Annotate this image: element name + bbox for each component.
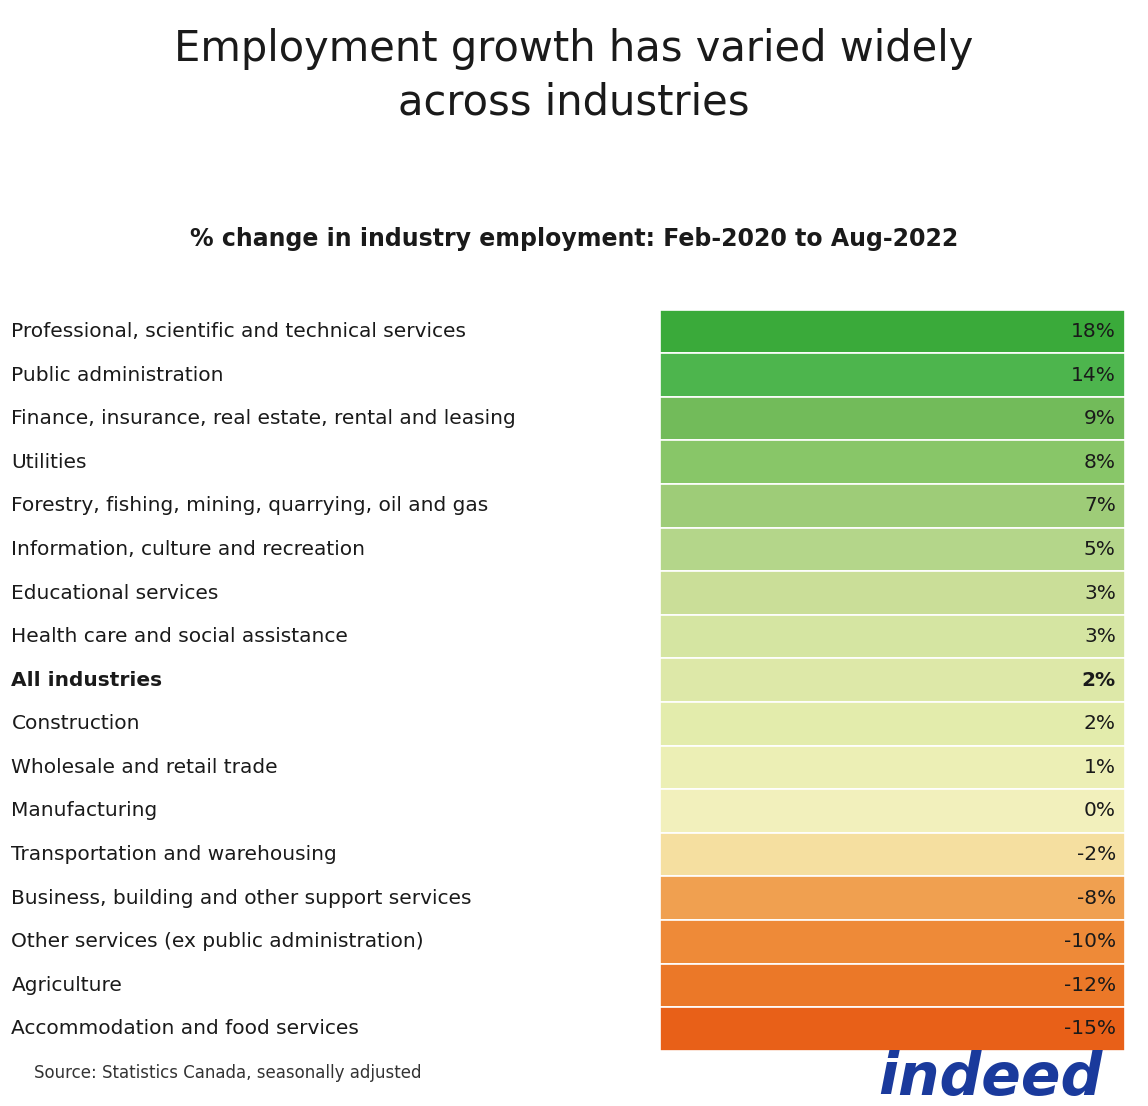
Bar [660, 353, 1125, 397]
Bar [660, 310, 1125, 353]
Bar [660, 658, 1125, 702]
Text: Professional, scientific and technical services: Professional, scientific and technical s… [11, 322, 466, 341]
Text: 3%: 3% [1084, 584, 1116, 603]
Text: Educational services: Educational services [11, 584, 219, 603]
Text: -2%: -2% [1077, 845, 1116, 864]
Text: Construction: Construction [11, 714, 140, 733]
Text: Information, culture and recreation: Information, culture and recreation [11, 540, 365, 559]
Text: Agriculture: Agriculture [11, 975, 123, 994]
Text: 7%: 7% [1084, 497, 1116, 515]
Text: Wholesale and retail trade: Wholesale and retail trade [11, 758, 278, 776]
Text: % change in industry employment: Feb-2020 to Aug-2022: % change in industry employment: Feb-202… [189, 227, 959, 251]
Text: 9%: 9% [1084, 409, 1116, 428]
Text: 1%: 1% [1084, 758, 1116, 776]
Text: 18%: 18% [1071, 322, 1116, 341]
Text: Manufacturing: Manufacturing [11, 802, 157, 821]
Bar [660, 920, 1125, 963]
Text: Finance, insurance, real estate, rental and leasing: Finance, insurance, real estate, rental … [11, 409, 517, 428]
Text: 5%: 5% [1084, 540, 1116, 559]
Bar [660, 528, 1125, 571]
Bar [660, 571, 1125, 615]
Text: -12%: -12% [1064, 975, 1116, 994]
Text: Business, building and other support services: Business, building and other support ser… [11, 888, 472, 908]
Text: 14%: 14% [1071, 366, 1116, 385]
Bar [660, 397, 1125, 440]
Text: -10%: -10% [1064, 932, 1116, 951]
Text: Other services (ex public administration): Other services (ex public administration… [11, 932, 424, 951]
Bar [660, 745, 1125, 790]
Text: All industries: All industries [11, 670, 163, 690]
Text: Health care and social assistance: Health care and social assistance [11, 627, 348, 646]
Text: indeed: indeed [878, 1050, 1102, 1106]
Text: Transportation and warehousing: Transportation and warehousing [11, 845, 338, 864]
Text: 3%: 3% [1084, 627, 1116, 646]
Text: -15%: -15% [1064, 1020, 1116, 1039]
Bar [660, 615, 1125, 658]
Text: 8%: 8% [1084, 452, 1116, 472]
Bar [660, 440, 1125, 484]
Bar [660, 833, 1125, 876]
Text: 0%: 0% [1084, 802, 1116, 821]
Text: Source: Statistics Canada, seasonally adjusted: Source: Statistics Canada, seasonally ad… [34, 1064, 422, 1082]
Bar [660, 963, 1125, 1008]
Text: 2%: 2% [1081, 670, 1116, 690]
Text: Utilities: Utilities [11, 452, 87, 472]
Text: Accommodation and food services: Accommodation and food services [11, 1020, 359, 1039]
Text: Public administration: Public administration [11, 366, 224, 385]
Text: -8%: -8% [1077, 888, 1116, 908]
Bar [660, 1008, 1125, 1051]
Bar [660, 702, 1125, 745]
Text: 2%: 2% [1084, 714, 1116, 733]
Bar [660, 484, 1125, 528]
Bar [660, 790, 1125, 833]
Text: Forestry, fishing, mining, quarrying, oil and gas: Forestry, fishing, mining, quarrying, oi… [11, 497, 489, 515]
Bar [660, 876, 1125, 920]
Text: Employment growth has varied widely
across industries: Employment growth has varied widely acro… [174, 28, 974, 123]
